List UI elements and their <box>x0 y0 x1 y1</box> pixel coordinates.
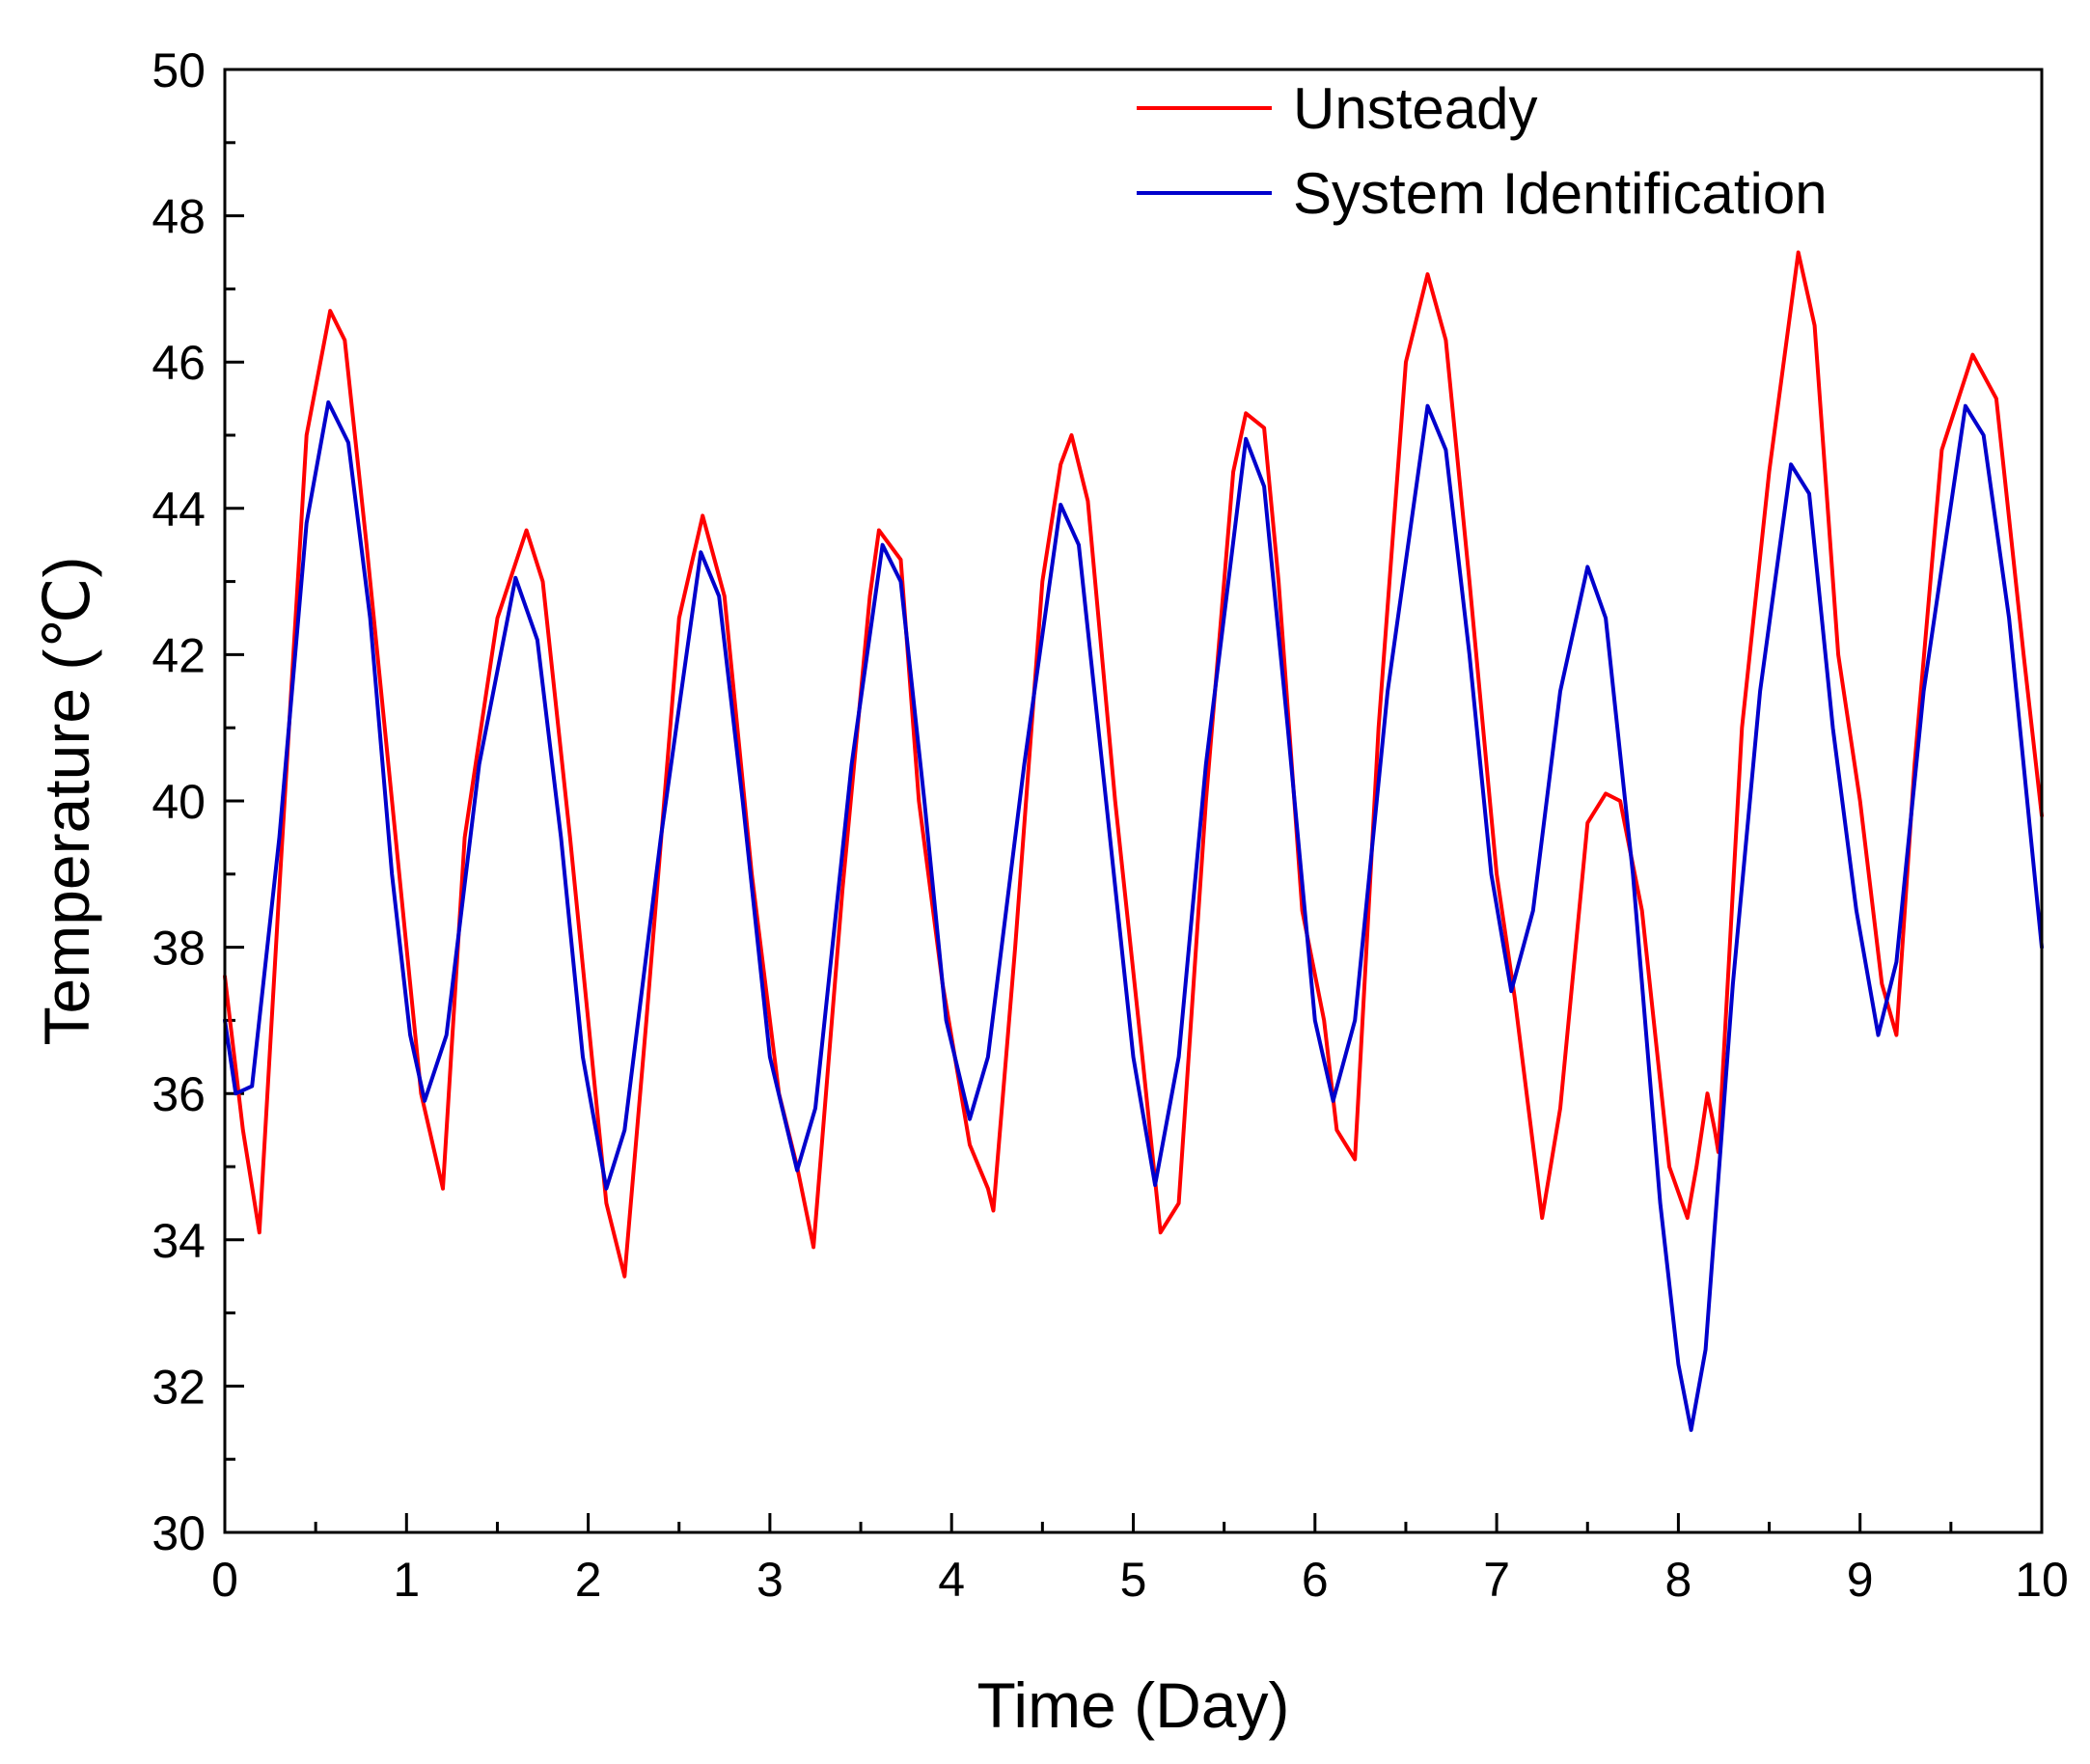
y-tick-label: 48 <box>151 190 206 244</box>
series-layer <box>223 250 2044 1432</box>
x-axis-title: Time (Day) <box>977 1669 1290 1741</box>
y-tick-label: 34 <box>151 1214 206 1268</box>
y-tick-label: 30 <box>151 1506 206 1560</box>
x-tick-label: 5 <box>1120 1553 1147 1607</box>
x-tick-label: 4 <box>938 1553 965 1607</box>
x-tick-label: 0 <box>211 1553 238 1607</box>
y-tick-label: 50 <box>151 43 206 97</box>
y-tick-label: 36 <box>151 1067 206 1121</box>
legend-label: Unsteady <box>1293 76 1537 141</box>
y-tick-label: 46 <box>151 336 206 390</box>
series-line-system-identification <box>223 400 2044 1432</box>
plot-frame <box>223 68 2044 1534</box>
x-tick-label: 10 <box>2015 1553 2069 1607</box>
x-tick-label: 7 <box>1483 1553 1510 1607</box>
x-tick-label: 8 <box>1664 1553 1691 1607</box>
legend: Unsteady System Identification <box>1137 76 1828 226</box>
y-tick-label: 38 <box>151 922 206 976</box>
y-tick-label: 44 <box>151 482 206 537</box>
y-tick-label: 40 <box>151 775 206 829</box>
x-tick-label: 6 <box>1302 1553 1329 1607</box>
y-axis-title: Temperature (℃) <box>31 557 102 1046</box>
series-line-unsteady <box>223 250 2044 1279</box>
y-tick-label: 42 <box>151 628 206 682</box>
x-tick-label: 9 <box>1847 1553 1874 1607</box>
x-tick-label: 1 <box>393 1553 420 1607</box>
x-tick-label: 3 <box>756 1553 784 1607</box>
x-tick-label: 2 <box>575 1553 602 1607</box>
y-tick-label: 32 <box>151 1360 206 1414</box>
legend-label: System Identification <box>1293 161 1828 226</box>
